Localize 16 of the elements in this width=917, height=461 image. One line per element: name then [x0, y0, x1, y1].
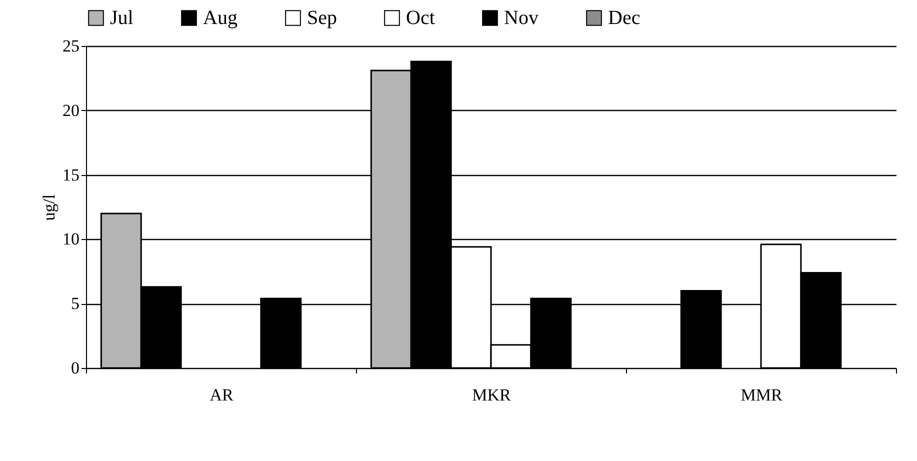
y-tick-label: 15 — [62, 165, 80, 184]
legend-label: Sep — [307, 7, 337, 29]
legend-label: Nov — [504, 7, 538, 29]
y-tick-label: 10 — [62, 230, 80, 249]
legend-label: Dec — [608, 7, 640, 29]
x-tick-label: AR — [210, 386, 234, 404]
y-tick-label: 20 — [62, 100, 80, 120]
legend-label: Jul — [110, 7, 134, 29]
y-tick-label: 0 — [71, 358, 80, 378]
legend-label: Aug — [203, 7, 238, 29]
y-tick-label: 5 — [71, 294, 80, 314]
y-axis-title: ug/l — [40, 194, 58, 221]
legend-label: Oct — [406, 7, 436, 29]
y-tick-label: 25 — [62, 36, 80, 56]
x-tick-label: MKR — [472, 386, 512, 404]
x-tick-label: MMR — [740, 386, 783, 404]
